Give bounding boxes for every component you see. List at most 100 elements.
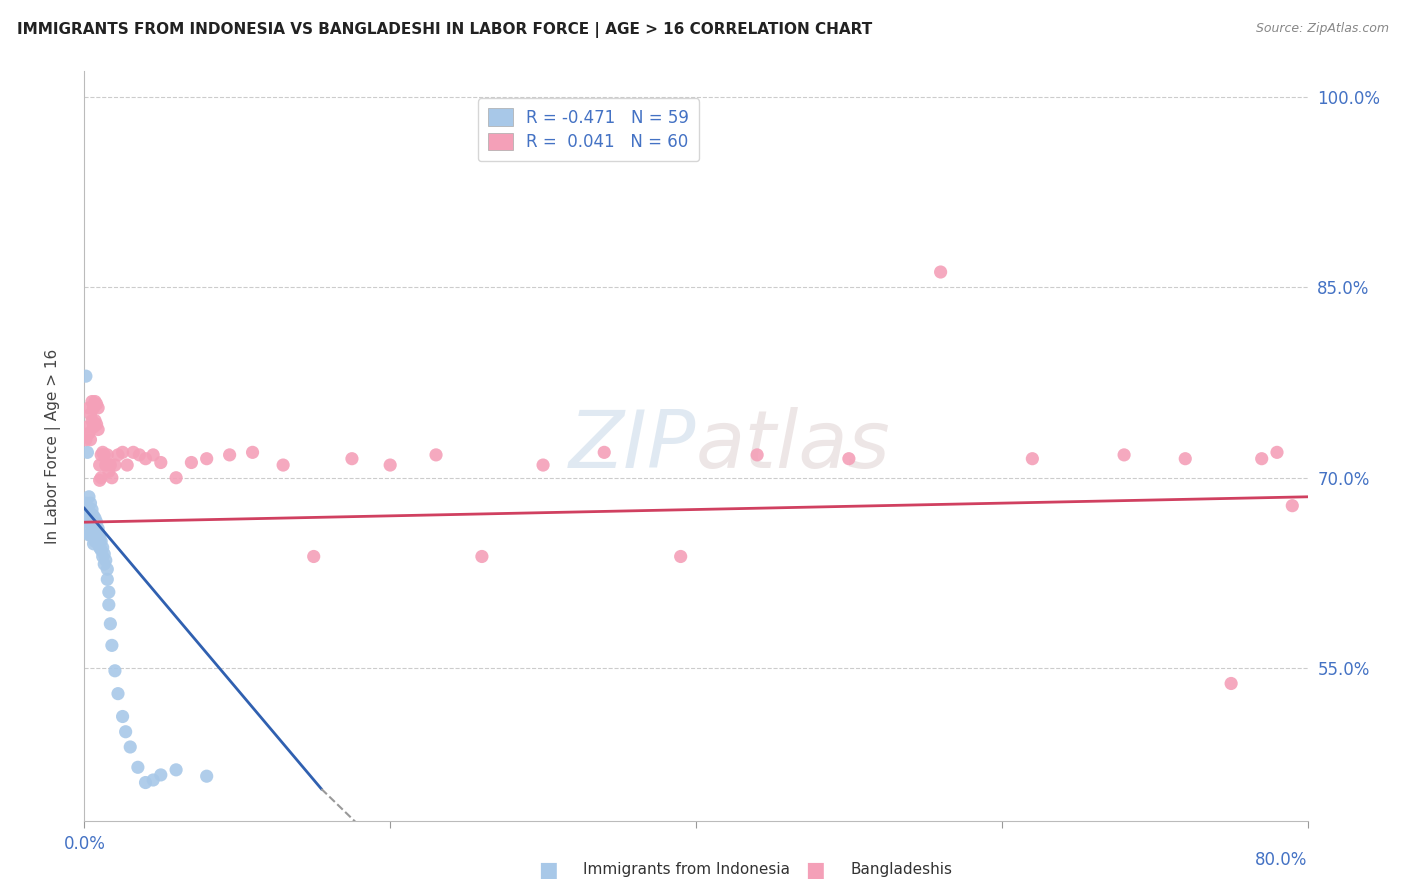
Point [142, 448, 165, 462]
Legend: R = -0.471   N = 59, R =  0.041   N = 60: R = -0.471 N = 59, R = 0.041 N = 60 [478, 98, 699, 161]
Point [747, 448, 769, 462]
Text: Immigrants from Indonesia: Immigrants from Indonesia [583, 863, 790, 877]
Point [195, 451, 218, 466]
Point [107, 687, 129, 701]
Point [77, 508, 100, 523]
Point [79, 528, 101, 542]
Point [91, 541, 114, 555]
Point [669, 549, 692, 564]
Point [83, 515, 105, 529]
Point [127, 760, 149, 774]
Point [91, 445, 114, 459]
Point [135, 775, 157, 789]
Point [86, 397, 108, 411]
Point [96, 572, 118, 586]
Point [93, 547, 115, 561]
Point [111, 709, 134, 723]
Point [84, 534, 107, 549]
Text: 80.0%: 80.0% [1256, 851, 1308, 869]
Point [89, 541, 111, 555]
Point [84, 414, 107, 428]
Point [76, 508, 98, 523]
Point [87, 528, 110, 542]
Point [80, 394, 103, 409]
Point [425, 448, 447, 462]
Point [75, 496, 97, 510]
Point [89, 534, 111, 549]
Point [1174, 451, 1197, 466]
Point [87, 522, 110, 536]
Point [79, 496, 101, 510]
Point [97, 598, 120, 612]
Point [471, 549, 494, 564]
Point [93, 448, 115, 462]
Point [80, 414, 103, 428]
Point [80, 519, 103, 533]
Point [271, 458, 294, 472]
Point [838, 451, 860, 466]
Point [87, 537, 110, 551]
Point [89, 473, 111, 487]
Point [115, 458, 138, 472]
Point [87, 401, 110, 415]
Point [90, 448, 112, 462]
Point [77, 528, 100, 542]
Point [195, 769, 218, 783]
Point [79, 506, 101, 520]
Point [93, 557, 115, 571]
Point [80, 511, 103, 525]
Point [84, 511, 107, 525]
Point [83, 508, 105, 523]
Point [83, 537, 105, 551]
Point [84, 517, 107, 532]
Point [1265, 445, 1288, 459]
Point [114, 724, 136, 739]
Point [531, 458, 554, 472]
Point [96, 562, 118, 576]
Point [929, 265, 952, 279]
Point [87, 422, 110, 436]
Point [84, 524, 107, 538]
Point [90, 543, 112, 558]
Point [94, 553, 117, 567]
Point [79, 407, 101, 421]
Point [149, 768, 172, 782]
Point [79, 433, 101, 447]
Text: atlas: atlas [696, 407, 891, 485]
Point [101, 471, 124, 485]
Point [89, 458, 111, 472]
Point [83, 401, 105, 415]
Point [91, 549, 114, 564]
Point [80, 502, 103, 516]
Point [77, 515, 100, 529]
Point [90, 534, 112, 549]
Point [94, 458, 117, 472]
Text: IMMIGRANTS FROM INDONESIA VS BANGLADESHI IN LABOR FORCE | AGE > 16 CORRELATION C: IMMIGRANTS FROM INDONESIA VS BANGLADESHI… [17, 22, 872, 38]
Point [90, 471, 112, 485]
Point [165, 471, 187, 485]
Text: ■: ■ [806, 860, 825, 880]
Point [89, 528, 111, 542]
Point [593, 445, 616, 459]
Point [83, 522, 105, 536]
Point [340, 451, 363, 466]
Point [104, 664, 127, 678]
Text: Bangladeshis: Bangladeshis [851, 863, 953, 877]
Point [149, 456, 172, 470]
Text: ■: ■ [538, 860, 558, 880]
Text: Source: ZipAtlas.com: Source: ZipAtlas.com [1256, 22, 1389, 36]
Point [302, 549, 325, 564]
Point [1250, 451, 1272, 466]
Point [122, 445, 145, 459]
Point [1114, 448, 1136, 462]
Point [111, 445, 134, 459]
Point [242, 445, 264, 459]
Point [1021, 451, 1043, 466]
Point [142, 772, 165, 787]
Point [104, 458, 127, 472]
Point [86, 515, 108, 529]
Point [101, 639, 124, 653]
Y-axis label: In Labor Force | Age > 16: In Labor Force | Age > 16 [45, 349, 62, 543]
Point [86, 417, 108, 432]
Point [79, 515, 101, 529]
